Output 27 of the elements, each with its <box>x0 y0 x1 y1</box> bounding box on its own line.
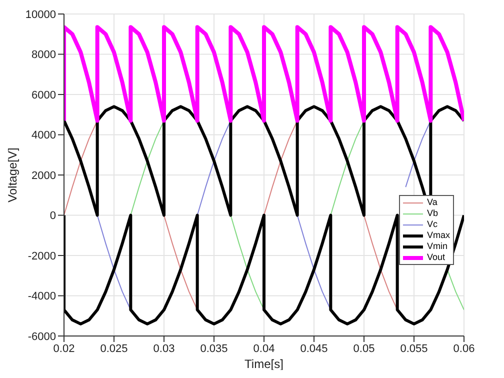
line-series <box>64 25 464 123</box>
x-tick-label: 0.03 <box>153 342 175 355</box>
line-series <box>64 105 464 217</box>
x-tick-label: 0.055 <box>400 342 428 355</box>
legend-label: Vout <box>427 252 446 263</box>
y-axis-title: Voltage[V] <box>5 148 20 202</box>
x-tick-label: 0.02 <box>53 342 75 355</box>
legend-label: Vmax <box>427 230 451 241</box>
legend-label: Vc <box>427 219 439 230</box>
y-tick-label: 4000 <box>32 130 56 142</box>
legend-label: Vmin <box>427 241 449 252</box>
legend-label: Vb <box>427 208 440 219</box>
y-tick-label: -6000 <box>28 330 56 343</box>
x-tick-label: 0.045 <box>300 342 328 355</box>
y-tick-label: 6000 <box>32 89 56 102</box>
y-tick-label: -4000 <box>28 290 56 303</box>
y-tick-label: 10000 <box>25 8 56 21</box>
x-tick-label: 0.04 <box>253 342 275 355</box>
x-tick-label: 0.05 <box>353 342 375 355</box>
y-tick-label: -2000 <box>28 250 56 262</box>
y-tick-label: 0 <box>50 210 56 222</box>
x-tick-label: 0.06 <box>453 342 475 355</box>
x-tick-label: 0.025 <box>100 342 128 355</box>
y-tick-label: 2000 <box>32 170 56 182</box>
y-tick-label: 8000 <box>32 49 56 62</box>
x-tick-label: 0.035 <box>200 342 228 355</box>
legend-label: Va <box>427 197 438 208</box>
